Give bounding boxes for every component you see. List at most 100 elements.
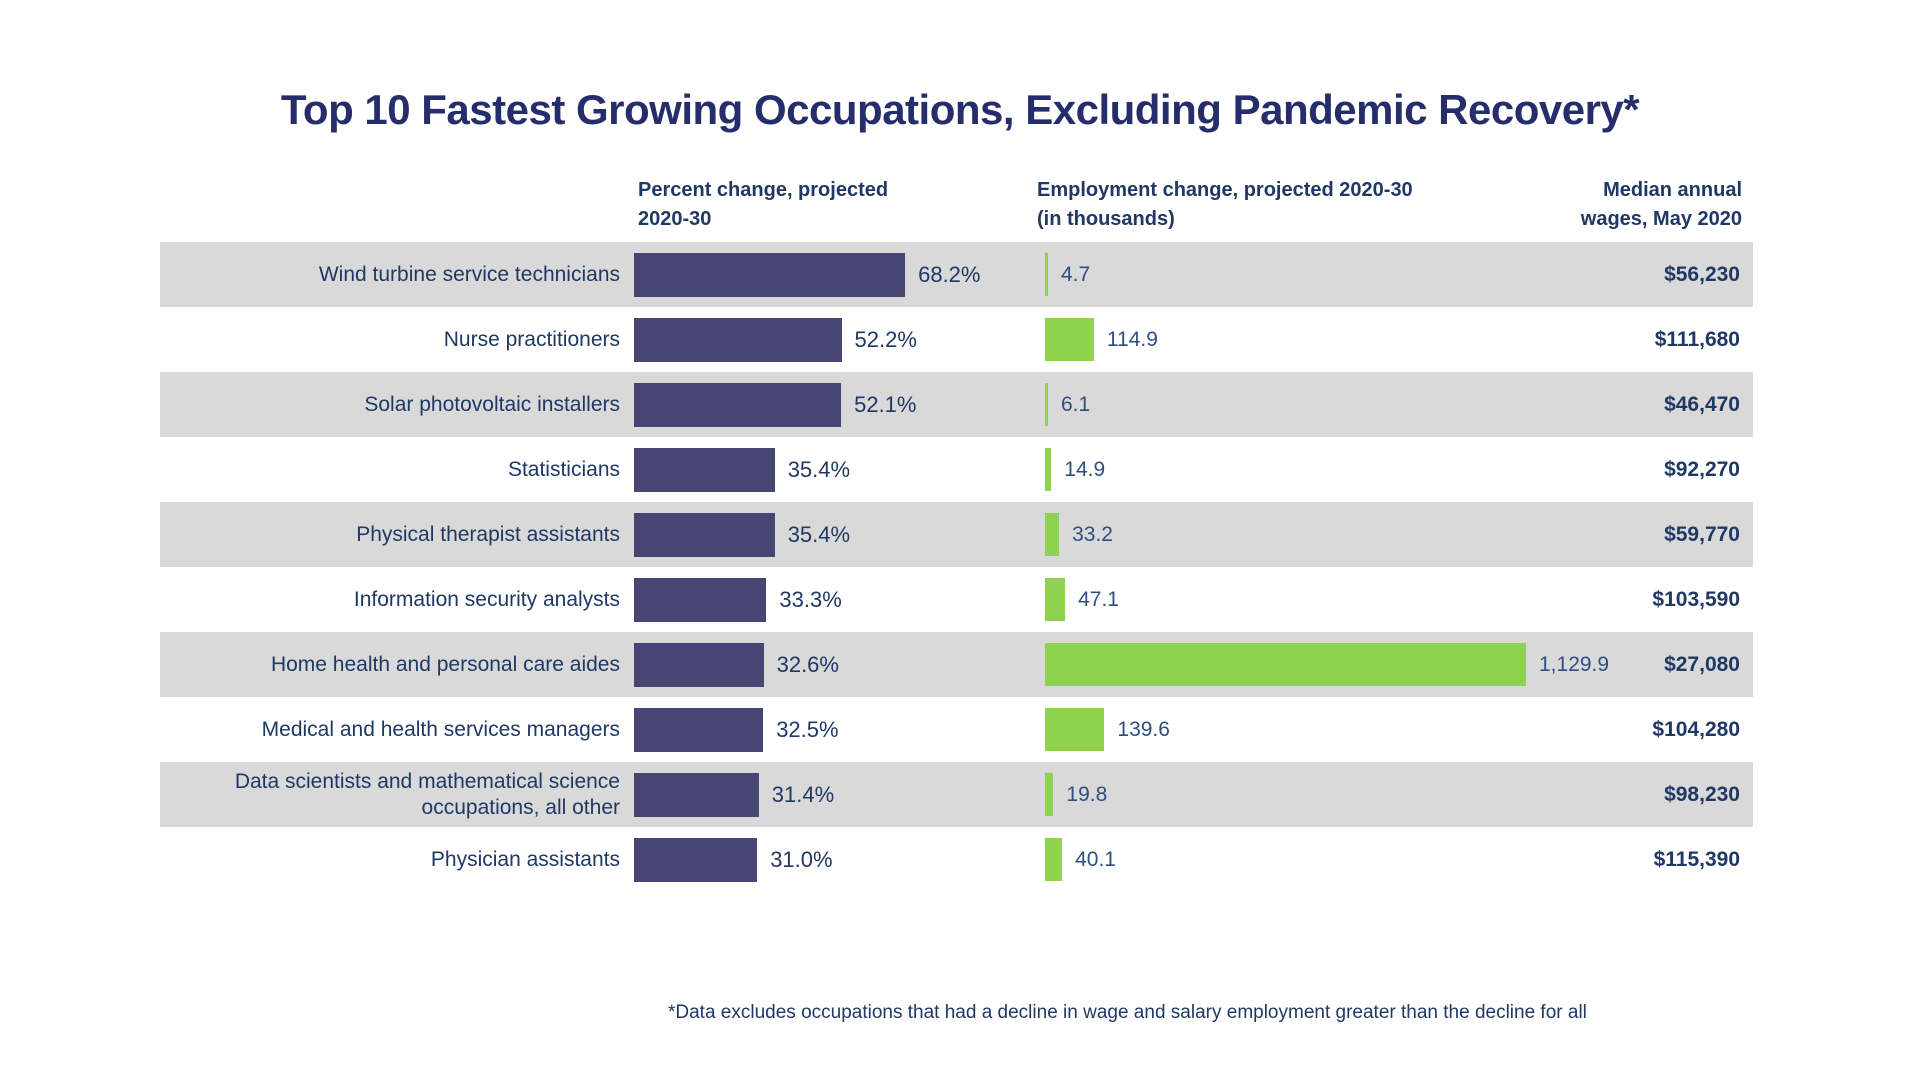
median-wage-value: $98,230 xyxy=(1664,782,1740,806)
employment-change-bar xyxy=(1045,318,1094,361)
percent-change-cell: 68.2% xyxy=(634,242,1045,307)
employment-change-value: 4.7 xyxy=(1061,262,1091,286)
table-row: Wind turbine service technicians 68.2% 4… xyxy=(160,242,1753,307)
column-header-wages-line2: wages, May 2020 xyxy=(1580,208,1742,230)
percent-change-cell: 52.2% xyxy=(634,307,1045,372)
table-row: Data scientists and mathematical science… xyxy=(160,762,1753,827)
percent-change-value: 32.6% xyxy=(776,651,839,677)
percent-change-value: 33.3% xyxy=(779,586,842,612)
employment-change-value: 14.9 xyxy=(1064,457,1106,481)
percent-change-value: 35.4% xyxy=(787,521,851,547)
percent-change-value: 31.4% xyxy=(771,781,835,807)
column-header-median-wages: Median annual wages, May 2020 xyxy=(1440,176,1742,234)
employment-change-cell: 47.1 xyxy=(1045,567,1583,632)
employment-change-cell: 40.1 xyxy=(1045,827,1583,892)
occupation-label: Home health and personal care aides xyxy=(270,652,620,676)
percent-change-bar xyxy=(634,772,759,817)
occupation-label: Solar photovoltaic installers xyxy=(364,392,620,416)
median-wage-value: $104,280 xyxy=(1652,717,1740,741)
median-wage-value: $115,390 xyxy=(1653,847,1740,871)
employment-change-cell: 6.1 xyxy=(1045,372,1583,437)
occupation-label: Physical therapist assistants xyxy=(356,522,620,546)
median-wage-value: $103,590 xyxy=(1652,587,1740,611)
employment-change-cell: 19.8 xyxy=(1045,762,1583,827)
table-row: Statisticians 35.4% 14.9 $92,270 xyxy=(160,437,1753,502)
table-row: Information security analysts 33.3% 47.1… xyxy=(160,567,1753,632)
employment-change-bar xyxy=(1045,448,1052,491)
employment-change-value: 47.1 xyxy=(1078,587,1119,611)
employment-change-value: 1,129.9 xyxy=(1539,652,1610,676)
percent-change-value: 31.0% xyxy=(770,846,833,872)
percent-change-bar xyxy=(634,317,842,362)
percent-change-value: 52.1% xyxy=(854,391,917,417)
percent-change-cell: 52.1% xyxy=(634,372,1045,437)
table-row: Physical therapist assistants 35.4% 33.2… xyxy=(160,502,1753,567)
percent-change-bar xyxy=(634,252,906,297)
employment-change-bar xyxy=(1045,838,1063,881)
percent-change-cell: 35.4% xyxy=(634,502,1045,567)
employment-change-cell: 33.2 xyxy=(1045,502,1583,567)
employment-change-value: 40.1 xyxy=(1075,847,1116,871)
column-header-wages-line1: Median annual xyxy=(1603,179,1742,201)
occupation-label: Wind turbine service technicians xyxy=(318,262,620,286)
percent-change-value: 52.2% xyxy=(854,326,917,352)
employment-change-cell: 1,129.9 xyxy=(1045,632,1609,697)
column-header-percent-change: Percent change, projected 2020-30 xyxy=(638,176,968,234)
table-row: Nurse practitioners 52.2% 114.9 $111,680 xyxy=(160,307,1753,372)
employment-change-cell: 139.6 xyxy=(1045,697,1583,762)
percent-change-bar xyxy=(634,447,775,492)
percent-change-bar xyxy=(634,382,842,427)
table-row: Solar photovoltaic installers 52.1% 6.1 … xyxy=(160,372,1753,437)
employment-change-value: 139.6 xyxy=(1117,717,1170,741)
percent-change-value: 68.2% xyxy=(918,261,981,287)
table-row: Medical and health services managers 32.… xyxy=(160,697,1753,762)
occupation-label: Medical and health services managers xyxy=(261,717,620,741)
column-header-employment-line1: Employment change, projected 2020-30 xyxy=(1037,179,1413,201)
median-wage-value: $59,770 xyxy=(1664,522,1740,546)
employment-change-value: 6.1 xyxy=(1061,392,1091,416)
percent-change-value: 35.4% xyxy=(787,456,851,482)
median-wage-value: $92,270 xyxy=(1664,457,1740,481)
rows: Wind turbine service technicians 68.2% 4… xyxy=(160,242,1753,892)
employment-change-cell: 14.9 xyxy=(1045,437,1583,502)
column-header-percent-line2: 2020-30 xyxy=(638,208,712,230)
percent-change-cell: 32.5% xyxy=(634,697,1045,762)
percent-change-bar xyxy=(634,837,758,882)
percent-change-cell: 32.6% xyxy=(634,632,1045,697)
percent-change-cell: 31.4% xyxy=(634,762,1045,827)
percent-change-bar xyxy=(634,577,767,622)
employment-change-bar xyxy=(1045,773,1054,816)
percent-change-bar xyxy=(634,707,764,752)
employment-change-value: 19.8 xyxy=(1066,782,1108,806)
employment-change-bar xyxy=(1045,708,1105,751)
footnotes: *Data excludes occupations that had a de… xyxy=(668,938,1728,1080)
median-wage-value: $46,470 xyxy=(1664,392,1740,416)
occupation-label: Nurse practitioners xyxy=(443,327,620,351)
footnote-line-1: *Data excludes occupations that had a de… xyxy=(668,1002,1587,1023)
employment-change-bar xyxy=(1045,513,1060,556)
percent-change-bar xyxy=(634,512,775,557)
employment-change-bar xyxy=(1045,643,1526,686)
median-wage-value: $27,080 xyxy=(1664,652,1740,676)
employment-change-bar xyxy=(1045,578,1066,621)
percent-change-bar xyxy=(634,642,764,687)
occupation-label: Data scientists and mathematical science… xyxy=(234,769,620,819)
employment-change-bar xyxy=(1045,253,1048,296)
occupation-label: Statisticians xyxy=(507,457,620,481)
employment-change-value: 114.9 xyxy=(1106,327,1158,351)
percent-change-cell: 33.3% xyxy=(634,567,1045,632)
percent-change-cell: 35.4% xyxy=(634,437,1045,502)
employment-change-cell: 114.9 xyxy=(1045,307,1583,372)
table-row: Physician assistants 31.0% 40.1 $115,390 xyxy=(160,827,1753,892)
median-wage-value: $111,680 xyxy=(1654,327,1740,351)
percent-change-value: 32.5% xyxy=(776,716,839,742)
chart-title: Top 10 Fastest Growing Occupations, Excl… xyxy=(280,86,1640,133)
occupation-label: Information security analysts xyxy=(353,587,620,611)
column-header-employment-change: Employment change, projected 2020-30 (in… xyxy=(1037,176,1497,234)
employment-change-value: 33.2 xyxy=(1072,522,1113,546)
column-header-employment-line2: (in thousands) xyxy=(1037,208,1175,230)
table-row: Home health and personal care aides 32.6… xyxy=(160,632,1753,697)
column-header-percent-line1: Percent change, projected xyxy=(638,179,889,201)
employment-change-cell: 4.7 xyxy=(1045,242,1583,307)
